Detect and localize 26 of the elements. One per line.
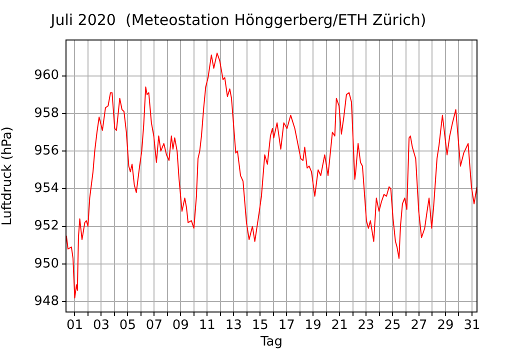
x-tick-label: 31 <box>464 318 480 334</box>
x-tick-label: 21 <box>331 318 348 334</box>
x-tick-label: 09 <box>172 318 189 334</box>
x-tick-label: 13 <box>225 318 242 334</box>
x-tick-label: 03 <box>92 318 110 334</box>
x-tick-label: 23 <box>358 318 374 334</box>
x-tick-label: 25 <box>384 318 401 334</box>
x-tick-label: 15 <box>252 318 268 334</box>
y-tick-label: 958 <box>34 106 59 121</box>
y-tick-label: 950 <box>34 256 59 272</box>
x-tick-label: 29 <box>437 318 454 334</box>
x-tick-label: 07 <box>146 318 162 334</box>
y-tick-label: 954 <box>34 181 59 196</box>
x-tick-label: 11 <box>198 318 216 334</box>
y-tick-label: 948 <box>34 294 59 310</box>
x-tick-label: 27 <box>410 318 428 334</box>
x-tick-label: 01 <box>66 318 84 334</box>
y-tick-label: 952 <box>34 218 59 234</box>
x-tick-label: 05 <box>119 318 136 334</box>
x-tick-label: 19 <box>304 318 322 334</box>
y-tick-label: 960 <box>34 68 59 84</box>
chart-title: Juli 2020 (Meteostation Hönggerberg/ETH Zürich) <box>50 10 426 29</box>
y-axis-title: Luftdruck (hPa) <box>0 126 16 226</box>
x-axis-title: Tag <box>259 334 283 350</box>
y-tick-label: 956 <box>34 143 59 158</box>
x-tick-label: 17 <box>278 318 295 334</box>
